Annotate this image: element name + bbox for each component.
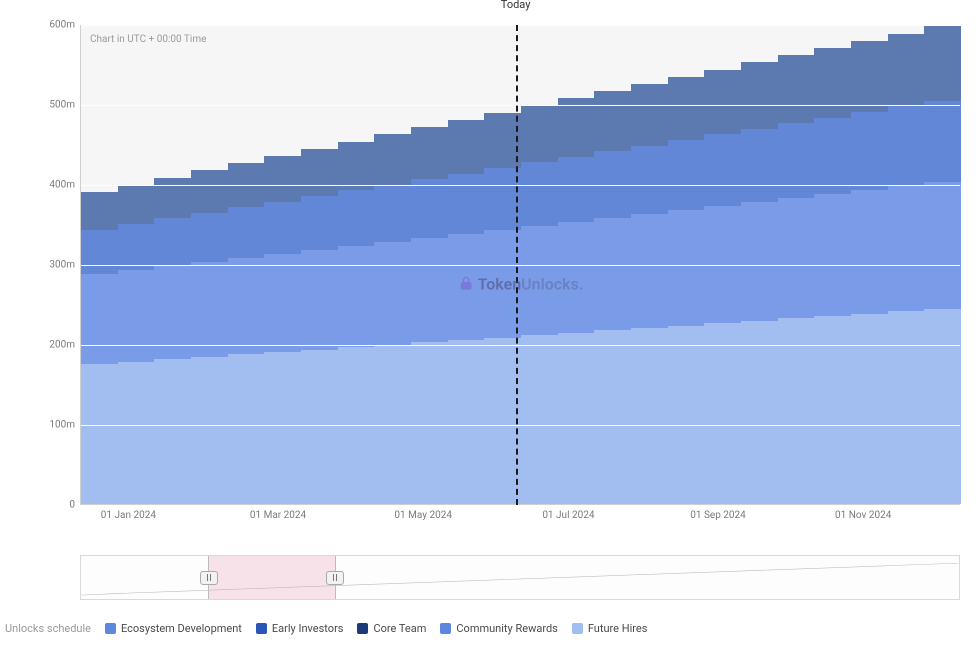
gridline: [81, 105, 960, 106]
y-tick-label: 600m: [35, 20, 75, 31]
series-step-future_hires: [558, 333, 595, 504]
legend-title: Unlocks schedule: [5, 622, 91, 635]
gridline: [81, 345, 960, 346]
watermark-text-prefix: Token: [478, 274, 522, 293]
lock-icon: [458, 276, 474, 292]
watermark-text-suffix: Unlocks: [521, 274, 579, 293]
y-tick-label: 0: [35, 500, 75, 511]
range-navigator[interactable]: [80, 555, 960, 600]
legend-swatch: [357, 623, 368, 634]
navigator-handle-left[interactable]: [200, 571, 218, 585]
today-marker-line: [516, 25, 518, 505]
legend-swatch: [440, 623, 451, 634]
series-step-future_hires: [888, 311, 925, 504]
y-tick-label: 300m: [35, 260, 75, 271]
x-tick-label: 01 Jan 2024: [101, 510, 156, 521]
series-step-future_hires: [81, 364, 118, 504]
navigator-window[interactable]: [208, 556, 335, 599]
legend-item-early_investors[interactable]: Early Investors: [256, 622, 344, 635]
legend-item-core_team[interactable]: Core Team: [357, 622, 426, 635]
x-tick-label: 01 Nov 2024: [835, 510, 891, 521]
series-step-future_hires: [668, 326, 705, 504]
series-step-future_hires: [924, 309, 961, 504]
x-tick-label: 01 Mar 2024: [250, 510, 306, 521]
legend-label: Future Hires: [588, 622, 648, 635]
series-step-future_hires: [521, 335, 558, 504]
series-step-future_hires: [264, 352, 301, 504]
gridline: [81, 265, 960, 266]
legend-label: Early Investors: [272, 622, 344, 635]
legend-swatch: [572, 623, 583, 634]
legend-swatch: [105, 623, 116, 634]
series-step-future_hires: [301, 350, 338, 504]
y-tick-label: 100m: [35, 420, 75, 431]
watermark-dot: .: [579, 274, 584, 293]
x-tick-label: 01 Jul 2024: [542, 510, 594, 521]
legend-label: Community Rewards: [456, 622, 557, 635]
series-step-future_hires: [154, 359, 191, 504]
legend-label: Core Team: [373, 622, 426, 635]
y-tick-label: 400m: [35, 180, 75, 191]
watermark: TokenUnlocks.: [458, 274, 584, 293]
x-tick-label: 01 Sep 2024: [690, 510, 746, 521]
chart-plot-area[interactable]: TokenUnlocks.: [80, 25, 960, 505]
series-step-future_hires: [228, 354, 265, 504]
timezone-note: Chart in UTC + 00:00 Time: [90, 34, 206, 45]
series-step-future_hires: [191, 357, 228, 504]
unlock-schedule-chart: Chart in UTC + 00:00 Time Today TokenUnl…: [40, 10, 960, 525]
legend-item-community_rewards[interactable]: Community Rewards: [440, 622, 557, 635]
watermark-text: TokenUnlocks.: [478, 274, 584, 293]
series-step-future_hires: [778, 318, 815, 504]
navigator-handle-right[interactable]: [326, 571, 344, 585]
legend-item-ecosystem_development[interactable]: Ecosystem Development: [105, 622, 242, 635]
series-step-future_hires: [741, 321, 778, 504]
legend: Unlocks schedule Ecosystem Development Ea…: [5, 622, 647, 635]
series-step-future_hires: [118, 362, 155, 504]
legend-swatch: [256, 623, 267, 634]
x-tick-label: 01 May 2024: [394, 510, 452, 521]
gridline: [81, 425, 960, 426]
gridline: [81, 25, 960, 26]
series-step-future_hires: [851, 314, 888, 504]
series-step-future_hires: [411, 342, 448, 504]
series-step-future_hires: [594, 330, 631, 504]
legend-label: Ecosystem Development: [121, 622, 242, 635]
series-step-future_hires: [448, 340, 485, 504]
series-step-future_hires: [704, 323, 741, 504]
gridline: [81, 185, 960, 186]
series-step-future_hires: [631, 328, 668, 504]
y-tick-label: 200m: [35, 340, 75, 351]
today-label: Today: [501, 0, 531, 11]
y-tick-label: 500m: [35, 100, 75, 111]
legend-item-future_hires[interactable]: Future Hires: [572, 622, 648, 635]
